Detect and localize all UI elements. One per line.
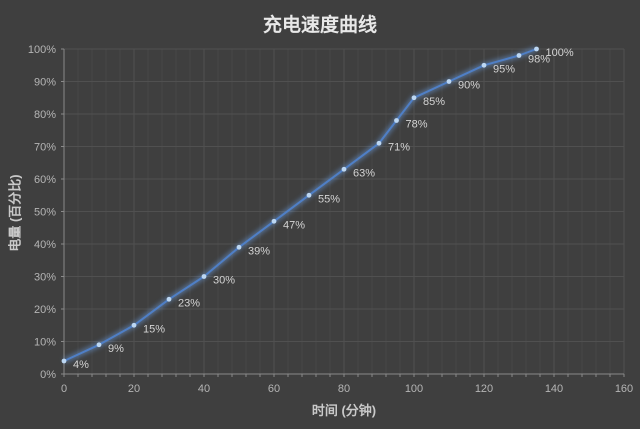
- x-tick-label: 60: [268, 383, 280, 395]
- data-point-marker: [481, 62, 487, 68]
- data-labels: 4% 9% 15% 23% 30% 39% 47% 55% 63% 71% 78% 85% 90% 95%…: [73, 47, 574, 371]
- series-markers: [61, 46, 539, 364]
- data-point-marker: [61, 358, 67, 364]
- y-tick-label: 10%: [34, 337, 56, 349]
- x-axis-title: 时间 (分钟): [311, 403, 377, 418]
- data-point-marker: [394, 118, 399, 123]
- x-tick-label: 100: [405, 383, 423, 395]
- data-point-label: 100%: [546, 47, 574, 59]
- data-point-marker: [534, 46, 539, 52]
- data-point-label: 39%: [248, 245, 270, 257]
- data-point-marker: [166, 296, 172, 302]
- y-tick-label: 90%: [34, 77, 56, 89]
- x-tick-label: 20: [128, 383, 140, 395]
- x-tick-label: 140: [545, 383, 563, 395]
- series-line: [62, 46, 538, 364]
- data-point-label: 9%: [108, 343, 124, 355]
- data-point-marker: [306, 192, 312, 198]
- x-tick-label: 120: [475, 383, 493, 395]
- data-point-label: 4%: [73, 359, 89, 371]
- data-point-label: 98%: [528, 54, 550, 66]
- data-point-label: 47%: [283, 219, 305, 231]
- data-point-label: 71%: [388, 141, 410, 153]
- data-point-label: 90%: [458, 80, 480, 92]
- data-point-label: 95%: [493, 63, 515, 75]
- y-tick-label: 50%: [34, 207, 56, 219]
- y-tick-label: 70%: [34, 142, 56, 154]
- x-tick-label: 80: [338, 383, 350, 395]
- y-tick-label: 20%: [34, 304, 56, 316]
- data-point-label: 15%: [143, 323, 165, 335]
- chart-title: 充电速度曲线: [262, 15, 377, 36]
- y-tick-labels: 0% 10% 20% 30% 40% 50% 60% 70% 80% 90% 100%: [28, 44, 56, 381]
- data-point-label: 85%: [423, 96, 445, 108]
- x-tick-labels: 0 20 40 60 80 100 120 140 160: [61, 383, 633, 395]
- data-point-label: 55%: [318, 193, 340, 205]
- data-point-marker: [516, 53, 522, 58]
- data-point-marker: [446, 79, 452, 84]
- data-point-marker: [236, 244, 242, 250]
- y-tick-label: 80%: [34, 109, 56, 121]
- data-point-label: 78%: [406, 119, 428, 131]
- data-point-label: 63%: [353, 167, 375, 179]
- data-point-marker: [131, 322, 137, 328]
- y-tick-label: 40%: [34, 239, 56, 251]
- y-tick-label: 30%: [34, 272, 56, 284]
- data-point-marker: [376, 140, 382, 146]
- data-point-marker: [341, 166, 347, 172]
- data-point-marker: [271, 218, 277, 224]
- y-tick-label: 60%: [34, 174, 56, 186]
- y-tick-label: 100%: [28, 44, 56, 56]
- y-tick-label: 0%: [40, 369, 56, 381]
- x-tick-label: 160: [615, 383, 633, 395]
- data-point-marker: [411, 95, 417, 101]
- data-point-label: 23%: [178, 297, 200, 309]
- data-point-marker: [201, 274, 207, 279]
- x-tick-label: 0: [61, 383, 67, 395]
- x-tick-label: 40: [198, 383, 210, 395]
- major-gridlines: [64, 48, 625, 374]
- data-point-label: 30%: [213, 275, 235, 287]
- data-point-marker: [96, 342, 102, 348]
- axes: [61, 48, 625, 377]
